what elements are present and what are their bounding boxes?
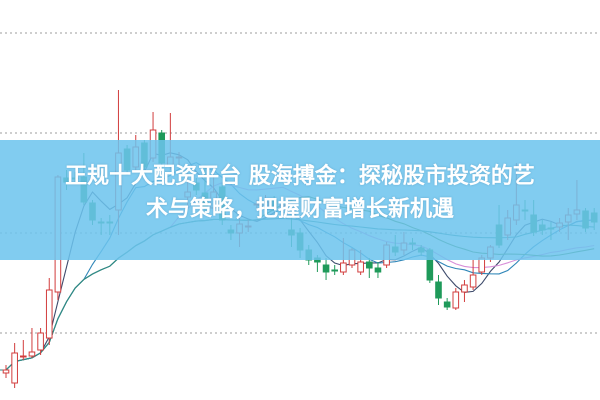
candle-body — [461, 284, 468, 293]
candle-body — [45, 289, 53, 339]
candle-body — [331, 269, 338, 272]
headline-line2: 术与策略，把握财富增长新机遇 — [145, 197, 454, 222]
candle-body — [20, 355, 27, 358]
candle — [20, 340, 27, 360]
candle-body — [322, 264, 330, 273]
candle — [443, 298, 451, 310]
candle-body — [452, 291, 460, 309]
candle — [37, 328, 44, 355]
candle-body — [478, 257, 486, 273]
candle-body — [340, 262, 347, 273]
candle — [366, 258, 373, 278]
candle — [2, 365, 10, 378]
headline-banner — [0, 140, 600, 260]
candle — [435, 275, 442, 305]
candle-body — [11, 352, 18, 384]
candle-body — [443, 301, 451, 308]
candle — [374, 262, 382, 278]
candle — [45, 278, 53, 345]
candle — [331, 265, 338, 275]
candle-body — [28, 351, 36, 357]
candle — [11, 343, 18, 388]
candle — [461, 280, 468, 302]
candle-body — [366, 261, 373, 269]
candle — [469, 260, 477, 290]
candle-body — [435, 281, 442, 299]
headline-line1: 正规十大配资平台 股海搏金：探秘股市投资的艺 — [65, 164, 535, 189]
headline: 正规十大配资平台 股海搏金：探秘股市投资的艺 术与策略，把握财富增长新机遇 — [0, 160, 600, 226]
candle — [452, 288, 460, 310]
candle-body — [374, 267, 382, 273]
candle-body — [37, 332, 44, 351]
candle — [28, 328, 36, 358]
candle-body — [357, 261, 364, 273]
candle — [322, 258, 330, 280]
candle-body — [2, 369, 10, 374]
candle-body — [469, 274, 477, 288]
